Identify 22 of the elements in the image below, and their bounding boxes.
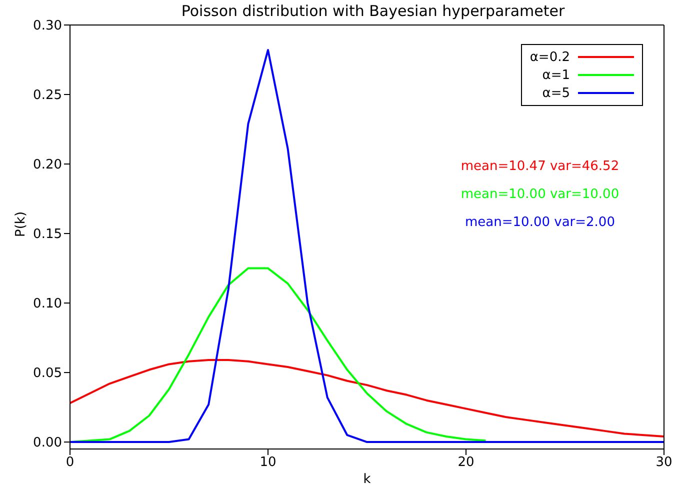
legend-label: α=1 xyxy=(542,68,570,82)
legend-label: α=0.2 xyxy=(530,50,570,64)
line-series xyxy=(70,49,664,444)
y-tick-label: 0.20 xyxy=(33,158,62,173)
annotation: mean=10.47 var=46.52 xyxy=(460,159,620,174)
x-tick-label: 20 xyxy=(458,455,474,470)
y-tick-label: 0.10 xyxy=(33,296,62,312)
x-tick-label: 10 xyxy=(260,455,276,470)
x-tick-label: 30 xyxy=(656,455,672,470)
x-tick-label: 0 xyxy=(66,455,74,470)
line-series xyxy=(70,359,664,438)
y-tick-label: 0.30 xyxy=(33,18,62,34)
y-tick-label: 0.15 xyxy=(33,227,62,242)
x-axis-title: k xyxy=(363,472,372,487)
annotation: mean=10.00 var=2.00 xyxy=(465,215,615,230)
annotation: mean=10.00 var=10.00 xyxy=(460,187,620,202)
legend-label: α=5 xyxy=(542,86,570,100)
y-tick-label: 0.05 xyxy=(33,366,62,382)
y-tick-label: 0.25 xyxy=(33,88,62,104)
y-tick-label: 0.00 xyxy=(33,436,62,451)
chart-title: Poisson distribution with Bayesian hyperparameter xyxy=(181,2,566,20)
y-axis-title: P(k) xyxy=(14,211,29,237)
